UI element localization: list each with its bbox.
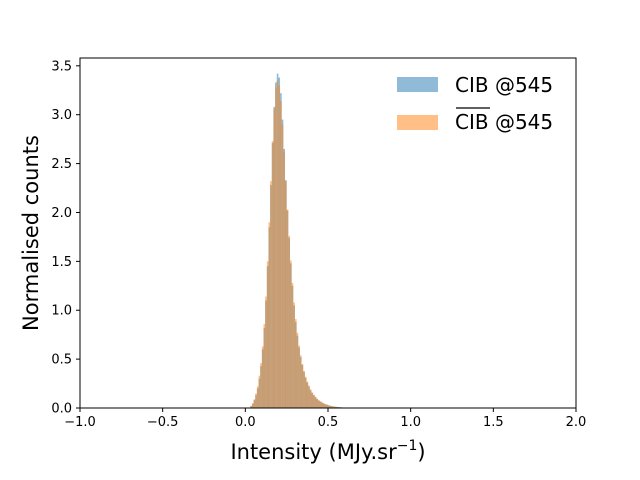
x-axis-label-suffix: ): [417, 440, 425, 464]
histogram-bar-series-1: [309, 389, 312, 408]
histogram-bar-series-1: [332, 406, 335, 408]
histogram-bar-series-1: [255, 393, 257, 408]
histogram-bar-series-1: [253, 399, 256, 408]
histogram-bar-series-1: [313, 394, 315, 408]
y-tick-label: 1.0: [51, 304, 72, 319]
histogram-bar-series-1: [266, 261, 269, 408]
histogram-bar-series-1: [311, 392, 314, 408]
histogram-bar-series-1: [316, 398, 319, 408]
x-axis-label-main: Intensity (MJy.sr: [230, 440, 397, 464]
histogram-bar-series-1: [275, 87, 277, 408]
histogram-bar-series-1: [299, 355, 302, 408]
histogram-bar-series-1: [273, 108, 276, 408]
y-axis-ticks: 0.0 0.5 1.0 1.5 2.0 2.5 3.0 3.5: [51, 59, 80, 417]
histogram-bar-series-1: [256, 386, 259, 408]
histogram-bar-series-1: [298, 345, 300, 408]
histogram-bar-series-1: [286, 209, 289, 408]
histogram-bar-series-1: [265, 296, 267, 408]
histogram-bar-series-1: [271, 141, 274, 408]
histogram-bar-series-1: [304, 376, 307, 408]
histogram-bar-series-1: [289, 260, 292, 408]
x-tick-label: 1.0: [400, 415, 421, 430]
histogram-bar-series-1: [250, 406, 252, 408]
histogram-bar-series-1: [336, 406, 338, 408]
x-tick-label: −0.5: [147, 415, 179, 430]
histogram-bar-series-1: [301, 364, 304, 408]
histogram-bar-series-1: [278, 85, 281, 409]
x-tick-label: 0.5: [318, 415, 339, 430]
histogram-bar-series-1: [326, 404, 328, 408]
histogram-bar-series-1: [288, 235, 290, 408]
histogram-bar-series-1: [294, 319, 297, 408]
histogram-bar-series-1: [306, 381, 309, 408]
y-tick-label: 1.5: [51, 255, 72, 270]
histogram-bar-series-1: [293, 302, 295, 408]
x-tick-label: 2.0: [566, 415, 587, 430]
legend: CIB @545 CIB @545: [397, 73, 553, 134]
legend-swatch-cib-bar: [397, 115, 438, 130]
x-axis-label: Intensity (MJy.sr−1): [230, 438, 425, 464]
x-tick-label: 0.0: [235, 415, 256, 430]
histogram-bar-series-1: [261, 346, 264, 408]
histogram-bar-series-1: [268, 222, 271, 408]
legend-label-cib-bar: CIB @545: [455, 110, 553, 134]
plot-area: [79, 57, 577, 409]
histogram-bar-series-1: [308, 385, 310, 408]
x-axis-ticks: −1.0 −0.5 0.0 0.5 1.0 1.5 2.0: [64, 408, 586, 430]
histogram-bar-series-1: [296, 332, 299, 408]
y-tick-label: 2.0: [51, 206, 72, 221]
histogram-bars: [250, 73, 410, 409]
histogram-bar-series-1: [314, 396, 317, 408]
y-tick-label: 2.5: [51, 157, 72, 172]
histogram-bar-series-1: [323, 403, 325, 408]
histogram-bar-series-1: [281, 124, 284, 408]
histogram-bar-series-1: [319, 401, 322, 408]
histogram-bar-series-1: [328, 405, 330, 408]
y-tick-label: 3.5: [51, 59, 72, 74]
legend-label-cib: CIB @545: [455, 73, 553, 97]
histogram-bar-series-1: [303, 370, 305, 408]
x-tick-label: −1.0: [64, 415, 96, 430]
histogram-bar-series-1: [331, 406, 333, 408]
histogram-bar-series-1: [263, 323, 266, 408]
histogram-bar-series-1: [260, 363, 262, 408]
histogram-bar-series-1: [321, 402, 324, 408]
histogram-bar-series-1: [270, 181, 272, 408]
y-tick-label: 0.0: [51, 402, 72, 417]
x-axis-label-superscript: −1: [397, 438, 418, 454]
histogram-bar-series-1: [324, 404, 327, 408]
y-tick-label: 0.5: [51, 353, 72, 368]
histogram-bar-series-1: [329, 405, 332, 408]
histogram-bar-series-1: [291, 282, 294, 408]
y-axis-label: Normalised counts: [19, 135, 43, 331]
y-tick-label: 3.0: [51, 108, 72, 123]
x-tick-label: 1.5: [483, 415, 504, 430]
histogram-bar-series-1: [334, 406, 337, 408]
histogram-bar-series-1: [285, 181, 287, 408]
histogram-bar-series-1: [251, 403, 254, 408]
histogram-bar-series-1: [280, 101, 282, 409]
histogram-bar-series-1: [318, 400, 320, 408]
histogram-bar-series-1: [283, 151, 286, 408]
legend-swatch-cib: [397, 77, 438, 92]
histogram-bar-series-1: [258, 375, 261, 408]
histogram-bar-series-1: [276, 80, 279, 409]
